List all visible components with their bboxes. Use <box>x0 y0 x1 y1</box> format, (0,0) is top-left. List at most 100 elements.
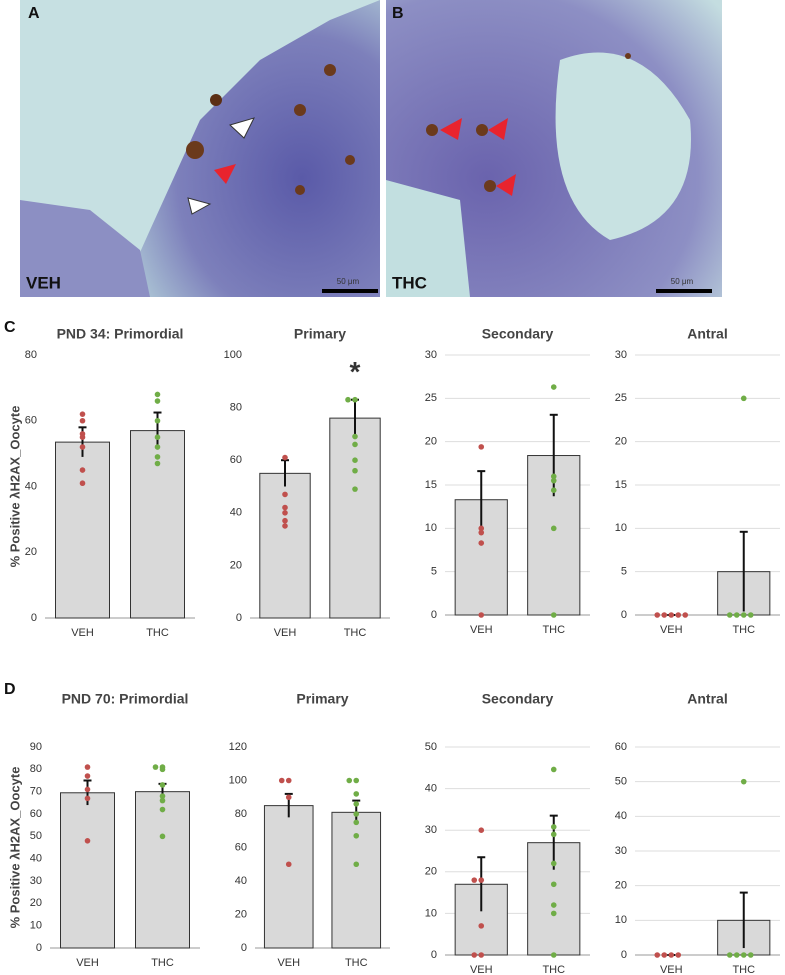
y-tick-label: 40 <box>235 875 247 887</box>
scale-label: 50 μm <box>337 277 360 286</box>
data-point <box>675 952 682 958</box>
data-point <box>84 838 91 844</box>
data-point <box>550 902 557 908</box>
data-point <box>159 806 166 813</box>
y-tick-label: 30 <box>425 824 437 836</box>
y-tick-label: 0 <box>31 612 37 624</box>
y-tick-label: 60 <box>230 454 242 466</box>
data-point <box>550 766 557 773</box>
data-point <box>740 952 747 958</box>
data-point <box>353 861 360 868</box>
data-point <box>154 460 161 467</box>
y-tick-label: 40 <box>25 480 37 492</box>
y-tick-label: 80 <box>25 349 37 361</box>
chart-title: Secondary <box>482 326 554 342</box>
data-point <box>550 525 557 532</box>
y-tick-label: 0 <box>431 949 437 961</box>
data-point <box>79 467 86 473</box>
chart-title: Antral <box>687 691 727 707</box>
data-point <box>471 877 478 883</box>
y-tick-label: 20 <box>230 559 242 571</box>
bar <box>259 472 311 619</box>
y-tick-label: 15 <box>425 479 437 491</box>
data-point <box>154 454 161 460</box>
data-point <box>159 782 166 788</box>
y-tick-label: 5 <box>621 566 627 578</box>
bar <box>331 811 382 949</box>
y-tick-label: 0 <box>621 609 627 621</box>
y-tick-label: 10 <box>30 920 42 932</box>
data-point <box>353 777 360 784</box>
x-tick-label: VEH <box>76 957 99 969</box>
x-tick-label: THC <box>345 957 368 969</box>
data-point <box>84 764 91 770</box>
data-point <box>278 777 285 784</box>
data-point <box>79 480 86 487</box>
x-tick-label: VEH <box>470 964 493 975</box>
y-tick-label: 20 <box>30 897 42 909</box>
data-point <box>159 766 166 773</box>
data-point <box>352 467 358 474</box>
image-label: THC <box>392 273 427 292</box>
y-tick-label: 0 <box>241 942 247 954</box>
data-point <box>478 540 485 546</box>
scale-label: 50 μm <box>671 277 694 286</box>
data-point <box>726 612 733 618</box>
chart-title: Secondary <box>482 691 554 707</box>
data-point <box>353 791 360 797</box>
y-tick-label: 60 <box>30 808 42 820</box>
panel-label: A <box>28 5 40 22</box>
data-point <box>154 444 161 450</box>
data-point <box>79 411 86 417</box>
x-tick-label: THC <box>344 627 367 639</box>
data-point <box>726 952 733 958</box>
data-point <box>550 384 557 390</box>
data-point <box>353 819 360 826</box>
y-tick-label: 50 <box>30 830 42 842</box>
chart-title: Primary <box>294 326 346 342</box>
data-point <box>661 952 668 958</box>
panel-label: D <box>4 681 16 698</box>
y-tick-label: 20 <box>615 880 627 892</box>
data-point <box>550 477 557 484</box>
y-tick-label: 10 <box>425 522 437 534</box>
x-tick-label: VEH <box>277 957 300 969</box>
data-point <box>346 777 353 784</box>
y-tick-label: 25 <box>425 392 437 404</box>
data-point <box>740 612 747 618</box>
x-tick-label: THC <box>542 964 565 975</box>
y-tick-label: 25 <box>615 392 627 404</box>
x-tick-label: THC <box>151 957 174 969</box>
y-tick-label: 10 <box>615 914 627 926</box>
data-point <box>79 444 86 450</box>
data-point <box>352 457 358 464</box>
y-tick-label: 30 <box>425 349 437 361</box>
data-point <box>740 778 747 785</box>
data-point <box>478 923 485 929</box>
y-tick-label: 20 <box>615 436 627 448</box>
y-tick-label: 15 <box>615 479 627 491</box>
data-point <box>353 832 360 839</box>
x-tick-label: VEH <box>71 627 94 639</box>
data-point <box>154 417 161 424</box>
bar <box>60 792 115 949</box>
x-tick-label: THC <box>732 624 755 636</box>
data-point <box>352 441 358 448</box>
data-point <box>282 517 288 524</box>
data-point <box>159 793 166 799</box>
x-tick-label: THC <box>542 624 565 636</box>
y-tick-label: 0 <box>431 609 437 621</box>
data-point <box>152 764 159 770</box>
data-point <box>550 831 557 838</box>
chart-title: PND 70: Primordial <box>62 691 189 707</box>
data-point <box>285 794 292 801</box>
y-axis-label: % Positive λH2AX_Oocyte <box>7 767 22 929</box>
data-point <box>661 612 668 618</box>
data-point <box>79 434 86 440</box>
data-point <box>154 434 161 440</box>
chart-title: Primary <box>296 691 348 707</box>
y-tick-label: 50 <box>615 776 627 788</box>
data-point <box>159 833 166 840</box>
data-point <box>668 952 675 958</box>
